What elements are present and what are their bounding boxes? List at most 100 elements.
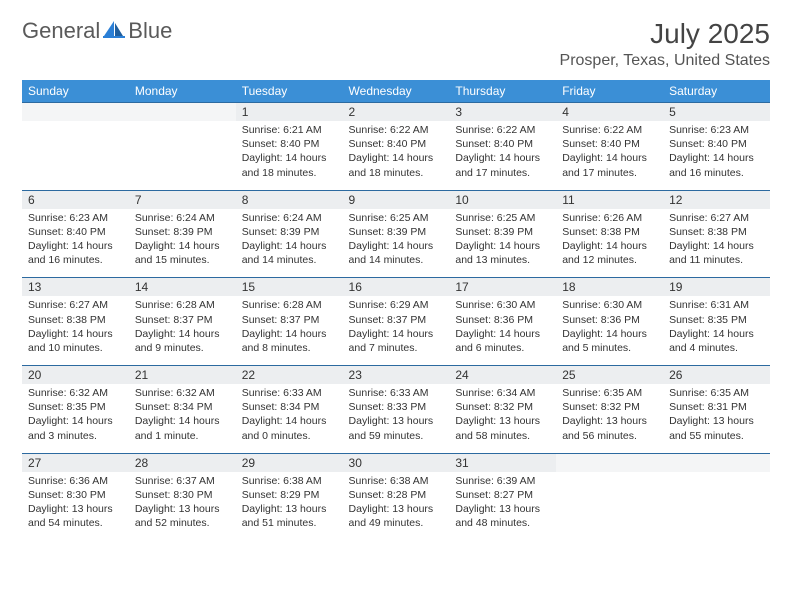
daylight-line1: Daylight: 14 hours [669, 239, 764, 253]
day-cell: 27Sunrise: 6:36 AMSunset: 8:30 PMDayligh… [22, 453, 129, 540]
day-body [129, 121, 236, 185]
day-body: Sunrise: 6:21 AMSunset: 8:40 PMDaylight:… [236, 121, 343, 190]
day-number: 11 [556, 191, 663, 209]
location-text: Prosper, Texas, United States [560, 52, 770, 70]
daylight-line2: and 5 minutes. [562, 341, 657, 355]
day-cell: 3Sunrise: 6:22 AMSunset: 8:40 PMDaylight… [449, 103, 556, 191]
sunrise-text: Sunrise: 6:23 AM [28, 211, 123, 225]
day-number: 31 [449, 454, 556, 472]
sunset-text: Sunset: 8:34 PM [135, 400, 230, 414]
day-number: 19 [663, 278, 770, 296]
daylight-line2: and 16 minutes. [28, 253, 123, 267]
day-body: Sunrise: 6:23 AMSunset: 8:40 PMDaylight:… [22, 209, 129, 278]
daylight-line1: Daylight: 13 hours [455, 414, 550, 428]
daylight-line2: and 7 minutes. [349, 341, 444, 355]
sunset-text: Sunset: 8:27 PM [455, 488, 550, 502]
daylight-line1: Daylight: 14 hours [135, 414, 230, 428]
day-body: Sunrise: 6:33 AMSunset: 8:34 PMDaylight:… [236, 384, 343, 453]
sunset-text: Sunset: 8:32 PM [562, 400, 657, 414]
daylight-line2: and 14 minutes. [242, 253, 337, 267]
sunrise-text: Sunrise: 6:29 AM [349, 298, 444, 312]
day-cell: 16Sunrise: 6:29 AMSunset: 8:37 PMDayligh… [343, 278, 450, 366]
daylight-line2: and 18 minutes. [349, 166, 444, 180]
sunset-text: Sunset: 8:36 PM [562, 313, 657, 327]
sunrise-text: Sunrise: 6:37 AM [135, 474, 230, 488]
sunrise-text: Sunrise: 6:30 AM [455, 298, 550, 312]
page-title: July 2025 [560, 18, 770, 50]
day-body: Sunrise: 6:22 AMSunset: 8:40 PMDaylight:… [556, 121, 663, 190]
daylight-line1: Daylight: 13 hours [242, 502, 337, 516]
day-cell: 7Sunrise: 6:24 AMSunset: 8:39 PMDaylight… [129, 190, 236, 278]
day-number: 7 [129, 191, 236, 209]
daylight-line2: and 55 minutes. [669, 429, 764, 443]
day-number: 3 [449, 103, 556, 121]
sunrise-text: Sunrise: 6:22 AM [562, 123, 657, 137]
day-number: 5 [663, 103, 770, 121]
daylight-line1: Daylight: 14 hours [28, 414, 123, 428]
weekday-header: Wednesday [343, 80, 450, 103]
sunset-text: Sunset: 8:37 PM [349, 313, 444, 327]
day-number: 30 [343, 454, 450, 472]
sunset-text: Sunset: 8:32 PM [455, 400, 550, 414]
daylight-line1: Daylight: 14 hours [28, 327, 123, 341]
day-body: Sunrise: 6:33 AMSunset: 8:33 PMDaylight:… [343, 384, 450, 453]
daylight-line2: and 15 minutes. [135, 253, 230, 267]
day-cell: 2Sunrise: 6:22 AMSunset: 8:40 PMDaylight… [343, 103, 450, 191]
daylight-line1: Daylight: 14 hours [669, 151, 764, 165]
day-cell: 22Sunrise: 6:33 AMSunset: 8:34 PMDayligh… [236, 366, 343, 454]
weekday-header: Tuesday [236, 80, 343, 103]
daylight-line2: and 49 minutes. [349, 516, 444, 530]
sunset-text: Sunset: 8:36 PM [455, 313, 550, 327]
daylight-line2: and 3 minutes. [28, 429, 123, 443]
sunset-text: Sunset: 8:40 PM [455, 137, 550, 151]
day-body: Sunrise: 6:30 AMSunset: 8:36 PMDaylight:… [449, 296, 556, 365]
sunset-text: Sunset: 8:35 PM [669, 313, 764, 327]
daylight-line1: Daylight: 13 hours [562, 414, 657, 428]
day-cell: 29Sunrise: 6:38 AMSunset: 8:29 PMDayligh… [236, 453, 343, 540]
sunrise-text: Sunrise: 6:24 AM [242, 211, 337, 225]
sunrise-text: Sunrise: 6:32 AM [28, 386, 123, 400]
day-number: 1 [236, 103, 343, 121]
daylight-line1: Daylight: 14 hours [455, 239, 550, 253]
sunrise-text: Sunrise: 6:39 AM [455, 474, 550, 488]
daylight-line2: and 48 minutes. [455, 516, 550, 530]
day-number: 14 [129, 278, 236, 296]
day-cell: 12Sunrise: 6:27 AMSunset: 8:38 PMDayligh… [663, 190, 770, 278]
daylight-line2: and 59 minutes. [349, 429, 444, 443]
day-body: Sunrise: 6:35 AMSunset: 8:32 PMDaylight:… [556, 384, 663, 453]
daylight-line2: and 17 minutes. [562, 166, 657, 180]
day-number: 15 [236, 278, 343, 296]
sunrise-text: Sunrise: 6:27 AM [669, 211, 764, 225]
sunrise-text: Sunrise: 6:28 AM [242, 298, 337, 312]
day-number: 29 [236, 454, 343, 472]
day-cell: 20Sunrise: 6:32 AMSunset: 8:35 PMDayligh… [22, 366, 129, 454]
day-body: Sunrise: 6:39 AMSunset: 8:27 PMDaylight:… [449, 472, 556, 541]
day-body: Sunrise: 6:28 AMSunset: 8:37 PMDaylight:… [236, 296, 343, 365]
day-cell: 1Sunrise: 6:21 AMSunset: 8:40 PMDaylight… [236, 103, 343, 191]
daylight-line1: Daylight: 14 hours [135, 327, 230, 341]
day-cell: 15Sunrise: 6:28 AMSunset: 8:37 PMDayligh… [236, 278, 343, 366]
day-cell: 13Sunrise: 6:27 AMSunset: 8:38 PMDayligh… [22, 278, 129, 366]
day-body: Sunrise: 6:24 AMSunset: 8:39 PMDaylight:… [236, 209, 343, 278]
daylight-line2: and 13 minutes. [455, 253, 550, 267]
daylight-line2: and 58 minutes. [455, 429, 550, 443]
day-cell: 23Sunrise: 6:33 AMSunset: 8:33 PMDayligh… [343, 366, 450, 454]
sunrise-text: Sunrise: 6:38 AM [242, 474, 337, 488]
sunset-text: Sunset: 8:40 PM [669, 137, 764, 151]
week-row: 27Sunrise: 6:36 AMSunset: 8:30 PMDayligh… [22, 453, 770, 540]
day-number [22, 103, 129, 121]
day-body [556, 472, 663, 536]
day-cell: 24Sunrise: 6:34 AMSunset: 8:32 PMDayligh… [449, 366, 556, 454]
daylight-line1: Daylight: 14 hours [349, 151, 444, 165]
day-cell: 8Sunrise: 6:24 AMSunset: 8:39 PMDaylight… [236, 190, 343, 278]
day-number: 18 [556, 278, 663, 296]
sunset-text: Sunset: 8:38 PM [669, 225, 764, 239]
brand-word1: General [22, 18, 100, 44]
daylight-line2: and 4 minutes. [669, 341, 764, 355]
weekday-header: Saturday [663, 80, 770, 103]
day-body: Sunrise: 6:36 AMSunset: 8:30 PMDaylight:… [22, 472, 129, 541]
weekday-header: Thursday [449, 80, 556, 103]
sunset-text: Sunset: 8:38 PM [562, 225, 657, 239]
daylight-line1: Daylight: 14 hours [669, 327, 764, 341]
daylight-line1: Daylight: 13 hours [455, 502, 550, 516]
